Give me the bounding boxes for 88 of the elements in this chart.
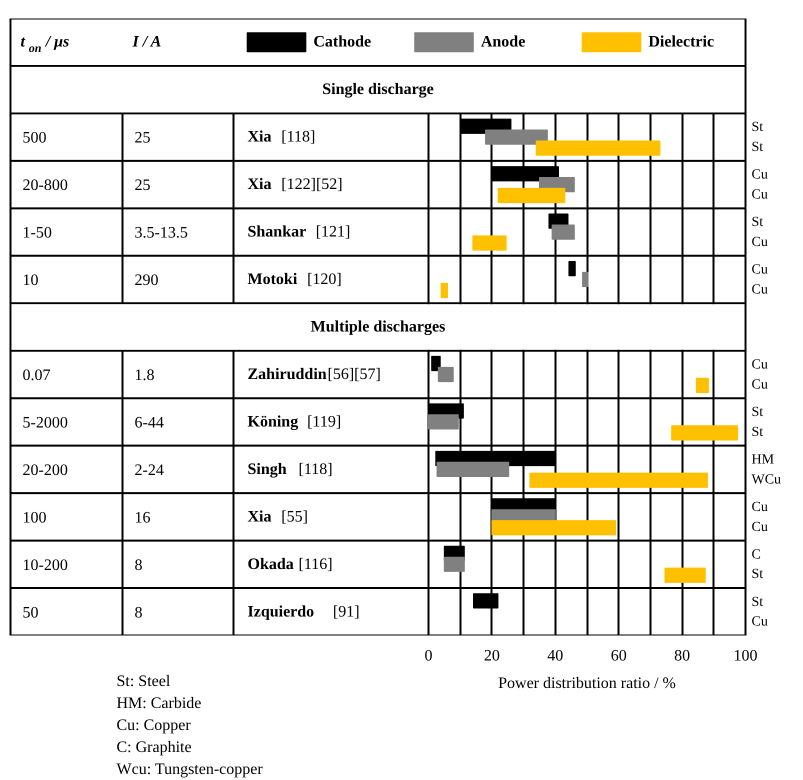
text: 25 (134, 130, 150, 147)
text: C: Graphite (116, 739, 192, 756)
text: St (752, 120, 764, 136)
bar (536, 140, 660, 156)
text: Cu (752, 377, 768, 392)
bar (431, 356, 441, 372)
text: WCu (752, 472, 782, 488)
bar (529, 472, 708, 488)
text: 10-200 (22, 556, 68, 574)
y-tick-label: Xia [122][52] (248, 176, 343, 194)
text: Cu: Copper (116, 717, 192, 734)
y-tick-label: Xia [55] (248, 508, 308, 526)
y-tick-label: Shankar [121] (248, 224, 350, 241)
annotation: Single discharge (322, 81, 434, 98)
y-tick-label: Zahiruddin[56][57] (248, 366, 381, 383)
text: HM: Carbide (116, 695, 202, 712)
text: Cu (752, 357, 768, 372)
text: C (752, 547, 761, 562)
x-tick-label: 100 (734, 648, 758, 664)
text: 8 (134, 604, 142, 622)
annotation: Multiple discharges (310, 318, 446, 336)
text: St (752, 567, 764, 582)
x-axis-title: Power distribution ratio / % (498, 675, 676, 692)
x-tick-label: 80 (674, 648, 690, 664)
y-tick-label: Singh [118] (248, 460, 333, 478)
text: Cu (752, 614, 768, 630)
text: 2-24 (134, 462, 164, 479)
text: 50 (22, 604, 38, 622)
bar (582, 272, 588, 288)
bar (696, 378, 709, 393)
legend-label: Dielectric (648, 34, 714, 51)
bar (473, 593, 498, 608)
bar (671, 425, 738, 440)
text: St (752, 140, 764, 156)
bar (472, 235, 507, 251)
legend-label: Cathode (313, 34, 372, 51)
bar (485, 130, 548, 145)
text: Cu (752, 168, 768, 183)
bar (498, 188, 566, 204)
text: St (752, 404, 764, 420)
bar (664, 568, 706, 583)
text: 6-44 (134, 414, 164, 432)
x-tick-label: 60 (610, 648, 627, 664)
bar (428, 414, 459, 430)
text: 0.07 (22, 366, 50, 384)
x-tick-label: 0 (424, 648, 432, 664)
legend-label: Anode (480, 34, 526, 51)
text: 16 (134, 509, 150, 526)
bar (444, 556, 465, 572)
text: St: Steel (116, 673, 171, 690)
text: Cu (752, 262, 768, 278)
text: Cu (752, 188, 768, 203)
y-tick-label: Motoki [120] (248, 271, 342, 288)
text: Cu (752, 282, 768, 298)
text: 25 (134, 177, 150, 194)
text: 10 (22, 272, 38, 290)
text: 20-800 (22, 177, 68, 194)
text: St (752, 594, 764, 610)
text: 500 (22, 130, 46, 147)
y-tick-label: Okada [116] (248, 556, 333, 573)
y-tick-label: Xia [118] (248, 128, 316, 146)
bar (568, 261, 576, 276)
y-tick-label: Izquierdo [91] (248, 603, 360, 620)
text: Cu (752, 500, 768, 515)
text: Cu (752, 235, 768, 250)
bar (491, 520, 616, 536)
text: 290 (134, 272, 158, 290)
text: 20-200 (22, 462, 68, 479)
text: Cu (752, 520, 768, 535)
x-tick-label: 40 (547, 648, 564, 664)
text: 1.8 (134, 366, 154, 384)
bar (436, 462, 510, 478)
bar (491, 166, 559, 182)
text: Wcu: Tungsten-copper (116, 761, 264, 778)
bar (552, 224, 575, 240)
text: 1-50 (22, 224, 52, 242)
text: 100 (22, 509, 46, 526)
bar (438, 366, 454, 382)
text: St (752, 215, 764, 230)
text: 5-2000 (22, 414, 68, 432)
text: I / A (132, 34, 162, 51)
x-tick-label: 20 (484, 648, 500, 664)
text: HM (752, 452, 775, 468)
text: 3.5-13.5 (134, 224, 188, 242)
bar (440, 282, 448, 298)
text: St (752, 424, 764, 440)
y-tick-label: Köning [119] (248, 413, 342, 430)
text: 8 (134, 556, 142, 574)
